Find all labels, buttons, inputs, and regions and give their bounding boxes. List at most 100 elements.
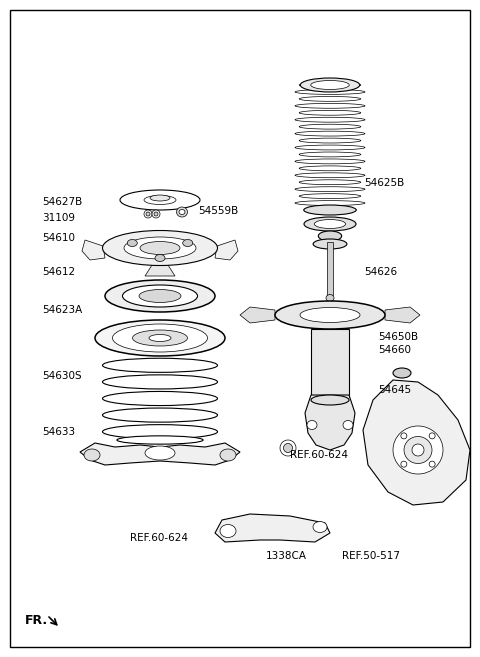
Ellipse shape xyxy=(313,522,327,533)
Ellipse shape xyxy=(120,190,200,210)
Ellipse shape xyxy=(144,210,152,218)
Ellipse shape xyxy=(275,301,385,329)
Ellipse shape xyxy=(299,152,361,157)
Text: 54627B: 54627B xyxy=(42,197,82,207)
Ellipse shape xyxy=(103,375,217,389)
Polygon shape xyxy=(215,514,330,542)
Ellipse shape xyxy=(299,124,361,129)
Ellipse shape xyxy=(103,392,217,405)
Ellipse shape xyxy=(145,446,175,460)
Polygon shape xyxy=(363,380,470,505)
Ellipse shape xyxy=(300,78,360,92)
Polygon shape xyxy=(240,307,275,323)
Ellipse shape xyxy=(299,138,361,143)
Ellipse shape xyxy=(307,420,317,430)
Ellipse shape xyxy=(150,195,170,201)
Text: 54625B: 54625B xyxy=(364,178,404,188)
Ellipse shape xyxy=(177,207,188,217)
Polygon shape xyxy=(215,240,238,260)
Ellipse shape xyxy=(404,436,432,463)
Text: REF.60-624: REF.60-624 xyxy=(130,533,188,543)
Ellipse shape xyxy=(154,212,158,216)
Ellipse shape xyxy=(152,210,160,218)
Ellipse shape xyxy=(299,83,361,87)
Ellipse shape xyxy=(304,217,356,231)
Ellipse shape xyxy=(112,324,207,352)
Ellipse shape xyxy=(412,444,424,456)
Text: 54559B: 54559B xyxy=(198,206,238,216)
Ellipse shape xyxy=(117,436,203,444)
Text: 54623A: 54623A xyxy=(42,305,82,315)
Ellipse shape xyxy=(146,212,150,216)
Text: 54645: 54645 xyxy=(378,385,411,395)
Ellipse shape xyxy=(304,205,356,215)
Ellipse shape xyxy=(149,334,171,342)
Ellipse shape xyxy=(220,449,236,461)
Polygon shape xyxy=(305,395,355,450)
Polygon shape xyxy=(80,443,240,465)
Ellipse shape xyxy=(299,180,361,185)
Ellipse shape xyxy=(429,433,435,439)
Text: 54610: 54610 xyxy=(42,233,75,243)
Ellipse shape xyxy=(295,145,365,150)
Ellipse shape xyxy=(401,461,407,467)
Ellipse shape xyxy=(299,166,361,171)
Ellipse shape xyxy=(140,242,180,254)
Ellipse shape xyxy=(311,81,349,89)
Ellipse shape xyxy=(220,524,236,537)
Ellipse shape xyxy=(284,443,292,453)
Ellipse shape xyxy=(280,440,296,456)
Ellipse shape xyxy=(179,210,185,214)
Polygon shape xyxy=(385,307,420,323)
Ellipse shape xyxy=(103,231,217,265)
Text: 54650B: 54650B xyxy=(378,332,418,342)
Ellipse shape xyxy=(326,294,334,302)
Ellipse shape xyxy=(295,89,365,95)
Ellipse shape xyxy=(295,187,365,192)
Polygon shape xyxy=(82,240,105,260)
Ellipse shape xyxy=(300,307,360,323)
Text: FR.: FR. xyxy=(25,614,48,627)
Bar xyxy=(327,242,333,295)
Ellipse shape xyxy=(84,449,100,461)
Text: 54633: 54633 xyxy=(42,427,75,437)
Ellipse shape xyxy=(132,330,188,346)
Ellipse shape xyxy=(124,237,196,259)
Ellipse shape xyxy=(122,285,197,307)
Ellipse shape xyxy=(295,103,365,108)
Ellipse shape xyxy=(295,200,365,206)
Ellipse shape xyxy=(103,424,217,439)
Text: 54626: 54626 xyxy=(364,267,397,277)
Ellipse shape xyxy=(299,97,361,101)
Ellipse shape xyxy=(313,239,347,249)
Text: 54630S: 54630S xyxy=(42,371,82,381)
Ellipse shape xyxy=(311,395,349,405)
Text: 1338CA: 1338CA xyxy=(266,551,307,561)
Ellipse shape xyxy=(127,240,137,246)
Text: 54660: 54660 xyxy=(378,345,411,355)
Ellipse shape xyxy=(343,420,353,430)
Text: REF.50-517: REF.50-517 xyxy=(342,551,400,561)
Ellipse shape xyxy=(139,290,181,302)
Ellipse shape xyxy=(105,280,215,312)
Text: REF.60-624: REF.60-624 xyxy=(290,450,348,460)
Ellipse shape xyxy=(155,254,165,261)
Ellipse shape xyxy=(103,358,217,373)
Ellipse shape xyxy=(183,240,192,246)
Ellipse shape xyxy=(295,159,365,164)
Ellipse shape xyxy=(318,231,342,241)
Ellipse shape xyxy=(401,433,407,439)
Ellipse shape xyxy=(295,118,365,122)
Ellipse shape xyxy=(299,194,361,198)
Bar xyxy=(311,329,349,400)
Ellipse shape xyxy=(295,131,365,136)
Ellipse shape xyxy=(299,110,361,115)
Ellipse shape xyxy=(295,173,365,177)
Ellipse shape xyxy=(393,368,411,378)
Ellipse shape xyxy=(314,219,346,229)
Ellipse shape xyxy=(95,320,225,356)
Polygon shape xyxy=(145,265,175,276)
Ellipse shape xyxy=(103,408,217,422)
Text: 31109: 31109 xyxy=(42,213,75,223)
Ellipse shape xyxy=(144,196,176,204)
